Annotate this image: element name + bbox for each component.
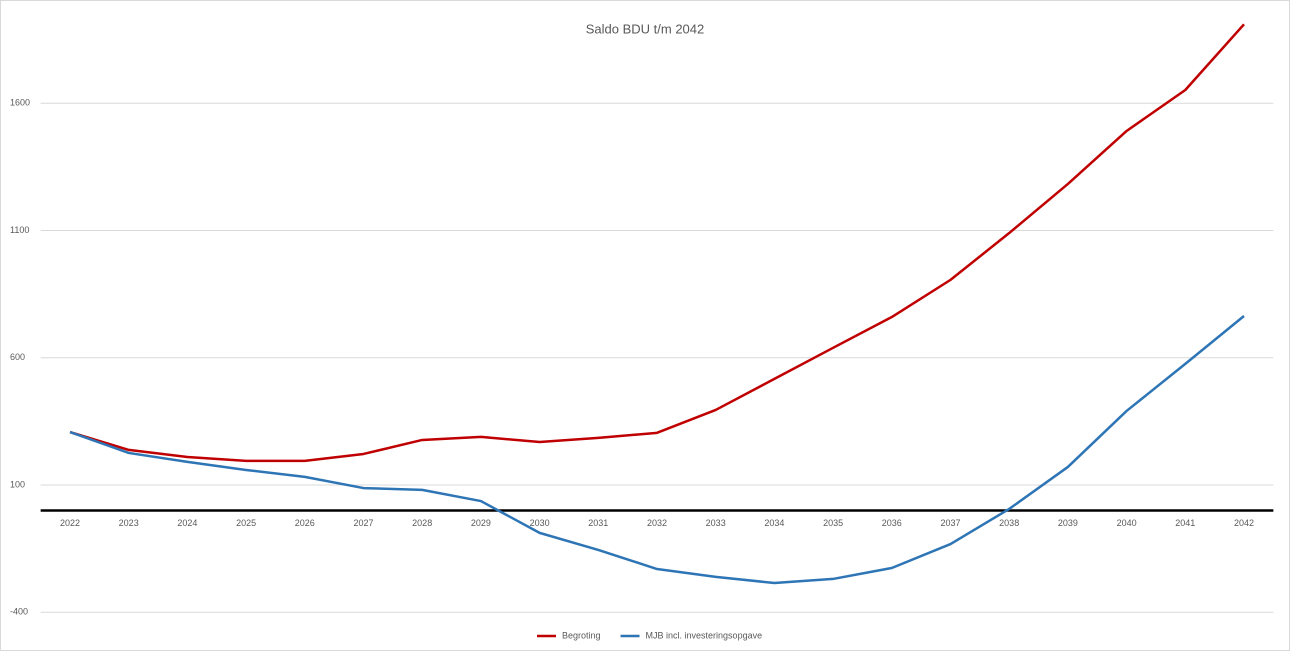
- x-tick-label: 2026: [295, 518, 315, 528]
- series-line: [69, 23, 1245, 463]
- plot-lines: [69, 23, 1245, 585]
- y-tick-label: 1100: [10, 225, 29, 235]
- x-tick-label: 2030: [530, 518, 550, 528]
- x-tick-label: 2036: [882, 518, 902, 528]
- x-tick-label: 2042: [1234, 518, 1254, 528]
- y-tick-label: 600: [10, 352, 25, 362]
- x-tick-label: 2027: [353, 518, 373, 528]
- legend-label: Begroting: [562, 630, 601, 640]
- y-tick-label: -400: [10, 607, 28, 617]
- x-tick-label: 2029: [471, 518, 491, 528]
- x-tick-label: 2023: [119, 518, 139, 528]
- x-tick-label: 2040: [1117, 518, 1137, 528]
- chart-title: Saldo BDU t/m 2042: [586, 21, 705, 36]
- x-tick-label: 2025: [236, 518, 256, 528]
- x-tick-label: 2038: [999, 518, 1019, 528]
- x-tick-label: 2032: [647, 518, 667, 528]
- x-tick-label: 2028: [412, 518, 432, 528]
- x-tick-label: 2022: [60, 518, 80, 528]
- legend-label: MJB incl. investeringsopgave: [646, 630, 763, 640]
- x-tick-label: 2039: [1058, 518, 1078, 528]
- x-tick-label: 2033: [706, 518, 726, 528]
- y-tick-label: 1600: [10, 98, 30, 108]
- x-tick-label: 2034: [764, 518, 784, 528]
- x-tick-label: 2031: [588, 518, 608, 528]
- x-tick-label: 2035: [823, 518, 843, 528]
- series-line: [69, 315, 1245, 585]
- x-tick-label: 2024: [177, 518, 197, 528]
- x-tick-label: 2041: [1175, 518, 1195, 528]
- y-tick-label: 100: [10, 479, 25, 489]
- x-tick-label: 2037: [940, 518, 960, 528]
